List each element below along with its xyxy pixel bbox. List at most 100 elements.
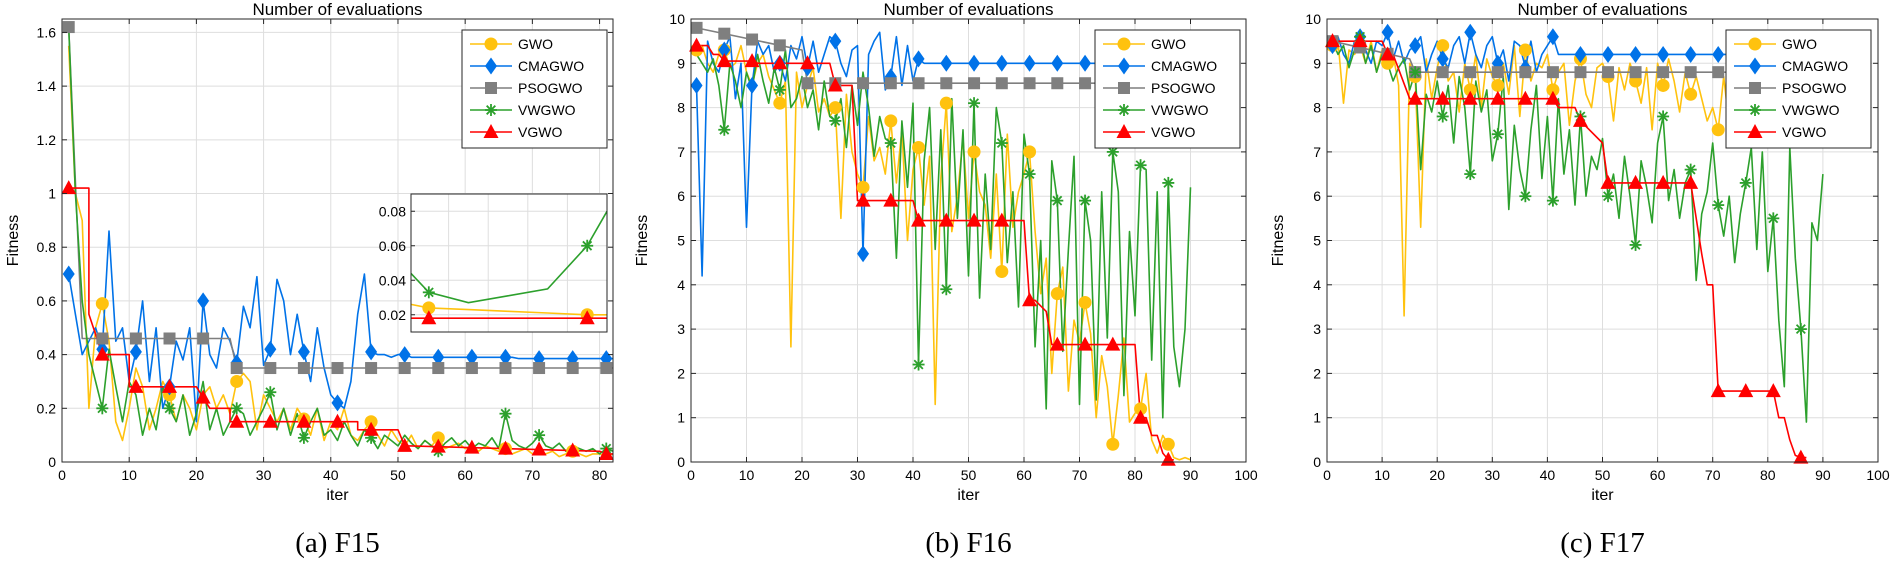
data-point-vgwo (1655, 174, 1671, 189)
inset-data-point-vwgwo (581, 239, 594, 252)
data-point-vgwo (1325, 33, 1341, 48)
y-tick-label: 0 (677, 454, 685, 470)
y-tick-label: 3 (677, 321, 685, 337)
data-point-gwo (939, 96, 953, 110)
y-tick-label: 4 (677, 277, 685, 293)
data-point-psogwo (465, 362, 478, 375)
data-point-vwgwo (1051, 194, 1064, 207)
data-point-vwgwo-stroke (941, 284, 952, 295)
legend-marker-stroke (1750, 105, 1760, 115)
data-point-vgwo (1490, 90, 1506, 105)
data-point-psogwo (1436, 66, 1449, 79)
legend-label: GWO (1782, 36, 1817, 52)
data-point-vgwo (1049, 336, 1065, 351)
x-axis-label: iter (1591, 487, 1614, 504)
legend-marker (1749, 82, 1761, 94)
legend-marker (485, 82, 497, 94)
data-point-vgwo (1793, 449, 1809, 464)
data-point-cmagwo (432, 348, 445, 366)
data-point-vgwo (1628, 174, 1644, 189)
data-point-vwgwo (773, 83, 786, 96)
data-point-vwgwo-stroke (1107, 146, 1118, 157)
y-tick-label: 0 (1313, 454, 1321, 470)
y-tick-label: 0.4 (37, 347, 57, 363)
legend-item-cmagwo: CMAGWO (1103, 57, 1217, 75)
data-point-cmagwo (968, 54, 981, 72)
data-point-vgwo (1077, 336, 1093, 351)
data-point-vgwo (229, 413, 245, 428)
panel-caption: (b) F16 (925, 527, 1011, 559)
data-point-cmagwo (690, 76, 703, 94)
data-point-cmagwo (1602, 45, 1615, 63)
data-point-vgwo (1572, 112, 1588, 127)
y-tick-label: 10 (1305, 11, 1321, 27)
data-point-vgwo (744, 53, 760, 68)
x-tick-label: 70 (525, 467, 541, 483)
data-point-cmagwo (1436, 50, 1449, 68)
data-point-vwgwo-stroke (969, 98, 980, 109)
x-tick-label: 10 (739, 467, 755, 483)
x-tick-label: 40 (323, 467, 339, 483)
data-point-gwo (1656, 78, 1670, 92)
data-point-cmagwo (1079, 54, 1092, 72)
data-point-vgwo (994, 212, 1010, 227)
data-point-vgwo (94, 346, 110, 361)
y-tick-label: 1.6 (37, 24, 57, 40)
data-point-vgwo (800, 55, 816, 70)
data-point-psogwo (398, 362, 411, 375)
data-point-vwgwo-stroke (1603, 191, 1613, 202)
series-line-psogwo (1332, 40, 1823, 73)
x-tick-label: 0 (687, 467, 695, 483)
data-point-vgwo (598, 445, 614, 460)
chart-title: Number of evaluations (1517, 0, 1687, 19)
data-point-psogwo (773, 39, 786, 52)
data-point-vwgwo-stroke (1768, 213, 1779, 224)
y-tick-label: 6 (1313, 188, 1321, 204)
data-point-vwgwo-stroke (913, 359, 924, 370)
data-point-vwgwo-stroke (164, 403, 175, 414)
legend-marker (1118, 57, 1130, 75)
data-point-vwgwo (1712, 199, 1725, 212)
data-point-psogwo (129, 332, 142, 345)
data-point-cmagwo (1657, 45, 1670, 63)
y-axis-label: Fitness (1270, 215, 1287, 267)
data-point-vwgwo (912, 358, 925, 371)
legend-label: VWGWO (1782, 102, 1840, 118)
data-point-gwo (1463, 83, 1477, 97)
x-tick-label: 10 (121, 467, 137, 483)
data-point-cmagwo (1381, 23, 1394, 41)
data-point-vwgwo-stroke (1740, 177, 1751, 188)
data-point-gwo (1023, 145, 1037, 159)
legend-item-vgwo: VGWO (1734, 124, 1826, 140)
data-point-vwgwo (264, 386, 277, 399)
y-tick-label: 6 (677, 188, 685, 204)
legend-label: CMAGWO (518, 58, 584, 74)
y-axis-label: Fitness (5, 215, 22, 267)
data-point-cmagwo (297, 343, 310, 361)
legend-marker (1749, 57, 1761, 75)
data-point-vgwo (1435, 90, 1451, 105)
data-point-cmagwo (1684, 45, 1697, 63)
data-point-psogwo (968, 77, 981, 90)
x-tick-label: 30 (256, 467, 272, 483)
series-markers-psogwo (1326, 35, 1725, 79)
data-point-psogwo (297, 362, 310, 375)
data-point-cmagwo (829, 32, 842, 50)
data-point-cmagwo (499, 348, 512, 366)
data-point-vgwo (938, 212, 954, 227)
y-axis-label: Fitness (634, 215, 651, 267)
data-point-vwgwo (1657, 110, 1670, 123)
data-point-cmagwo (1574, 45, 1587, 63)
data-point-cmagwo (857, 245, 870, 263)
legend-item-psogwo: PSOGWO (1103, 80, 1216, 96)
data-point-vgwo (1352, 33, 1368, 48)
inset-y-tick-label: 0.04 (379, 272, 406, 288)
data-point-vwgwo (499, 407, 512, 420)
data-point-cmagwo (197, 292, 210, 310)
x-tick-label: 90 (1183, 467, 1199, 483)
legend-marker (485, 104, 497, 116)
data-point-vgwo (1022, 292, 1038, 307)
data-point-gwo (1106, 437, 1120, 451)
x-tick-label: 0 (1323, 467, 1331, 483)
ticks: 0 10 20 30 40 50 60 70 80 90 100 0 1 2 3 4 5 6 7 8 9 10 (1305, 11, 1889, 483)
